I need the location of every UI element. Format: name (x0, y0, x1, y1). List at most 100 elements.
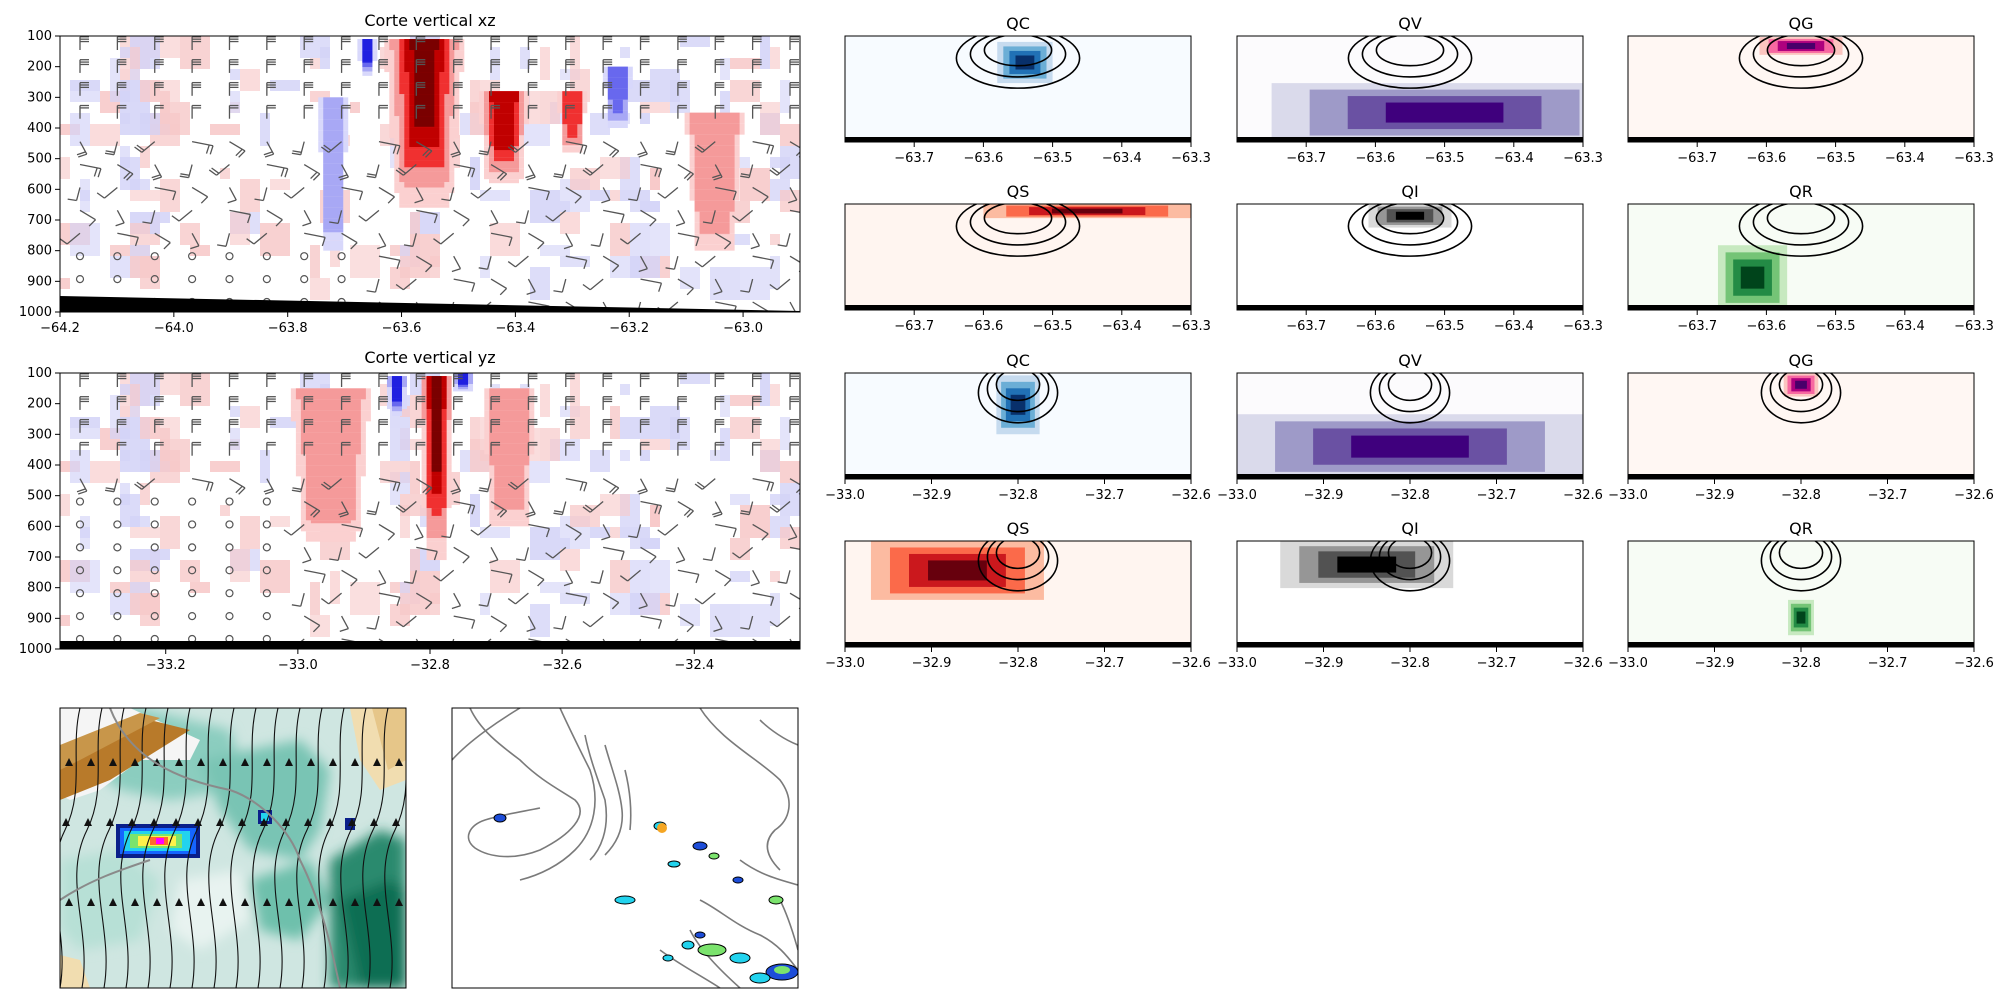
wind-barb (515, 547, 530, 562)
wind-barb (303, 104, 314, 119)
field-cell (1385, 102, 1504, 123)
heatmap-cell (230, 549, 250, 582)
wind-barb (291, 478, 305, 493)
calm-marker (188, 497, 197, 506)
x-tick-label: −33.2 (146, 658, 186, 673)
wind-barb (117, 163, 134, 181)
contour-line (1769, 373, 1833, 413)
wind-barb (751, 418, 762, 433)
calm-marker (262, 543, 271, 552)
wind-barb (490, 36, 501, 50)
terrain-line (1628, 137, 1974, 142)
wind-barb (677, 163, 694, 181)
streamline-arrow (263, 898, 271, 906)
heatmap-cell (770, 47, 780, 69)
x-tick-label: −33.0 (825, 488, 865, 503)
heatmap-cell (414, 72, 435, 84)
wind-barb (602, 104, 613, 119)
heatmap-cell (431, 442, 442, 454)
streamline-arrow (304, 818, 312, 826)
heatmap-cell (480, 527, 510, 538)
y-tick-label: 600 (27, 519, 52, 534)
streamline-arrow (326, 818, 334, 826)
panel-qr: QR −33.0 −32.9 −32.8 −32.7 −32.6 (1608, 519, 1994, 671)
heatmap-cell (130, 256, 160, 278)
x-tick-label: −32.7 (1085, 488, 1125, 503)
wind-barb (266, 36, 276, 50)
wind-barb (415, 373, 426, 387)
wind-barb (639, 373, 650, 387)
streamline-arrow (395, 898, 403, 906)
y-tick-label: 500 (27, 489, 52, 504)
panel-title: QI (1401, 182, 1418, 201)
wind-barb (677, 373, 687, 387)
panel-title: QV (1398, 351, 1422, 370)
wind-barb (453, 546, 470, 564)
wind-barb (640, 163, 663, 178)
heatmap-cell (270, 516, 290, 527)
heatmap-cell (323, 185, 344, 197)
wind-barb (545, 546, 567, 559)
heatmap-cell (409, 127, 440, 139)
wind-barb (403, 233, 417, 247)
heatmap-cell (590, 527, 610, 538)
heatmap-cell (494, 146, 514, 158)
section-xz-x-axis: −64.2 −64.0 −63.8 −63.6 −63.4 −63.2 −63.0 (40, 312, 763, 336)
wind-barb (752, 592, 775, 607)
wind-barb (142, 210, 156, 225)
heatmap-cell (362, 39, 373, 51)
wind-barb (76, 478, 88, 495)
heatmap-cell (431, 376, 442, 388)
wind-barb (657, 186, 679, 199)
wind-barb (116, 441, 127, 456)
wind-barb (376, 569, 387, 587)
wind-barb (378, 104, 388, 119)
wind-barb (528, 232, 545, 250)
heatmap-cell (130, 190, 160, 201)
wind-barb (769, 278, 791, 291)
wind-barb (154, 441, 164, 456)
wind-barb (229, 209, 252, 224)
wind-barb (640, 546, 657, 564)
section-yz-heatmap (60, 373, 800, 637)
wind-barb (415, 441, 426, 456)
wind-barb (677, 615, 694, 633)
heatmap-cell (120, 450, 130, 461)
x-tick-label: −32.8 (1390, 488, 1430, 503)
wind-barb (714, 81, 725, 96)
wind-barb (303, 441, 314, 456)
heatmap-cell (70, 223, 100, 256)
wind-barb (628, 524, 642, 539)
wind-barb (507, 478, 529, 490)
wind-barb (228, 396, 239, 410)
x-tick-label: −63.3 (1171, 151, 1211, 166)
wind-barb (116, 81, 127, 96)
wind-barb (208, 164, 230, 176)
y-tick-label: 400 (27, 458, 52, 473)
wind-barb (490, 569, 513, 584)
heatmap-cell (610, 223, 630, 256)
heatmap-cell (120, 47, 130, 58)
streamline-arrow (373, 898, 381, 906)
calm-marker (113, 497, 122, 506)
wind-barb (602, 81, 613, 96)
wind-barb (712, 164, 723, 181)
heatmap-cell (90, 461, 120, 483)
wind-barb (303, 615, 321, 633)
heatmap-cell (740, 505, 770, 538)
x-tick-label: −32.8 (1781, 656, 1821, 671)
x-tick-label: −63.3 (1563, 319, 1603, 334)
wind-barb (789, 592, 800, 610)
calm-marker (225, 566, 234, 575)
y-tick-label: 100 (27, 29, 52, 44)
x-tick-label: −63.4 (1494, 319, 1534, 334)
heatmap-cell (362, 61, 373, 68)
heatmap-cell (130, 593, 160, 615)
x-tick-label: −32.9 (912, 488, 952, 503)
heatmap-cell (404, 182, 445, 188)
wind-barb (714, 441, 725, 456)
heatmap-cell (480, 593, 490, 615)
map-left-coastline (60, 708, 341, 988)
wind-barb (751, 59, 762, 73)
wind-barb (414, 187, 424, 204)
